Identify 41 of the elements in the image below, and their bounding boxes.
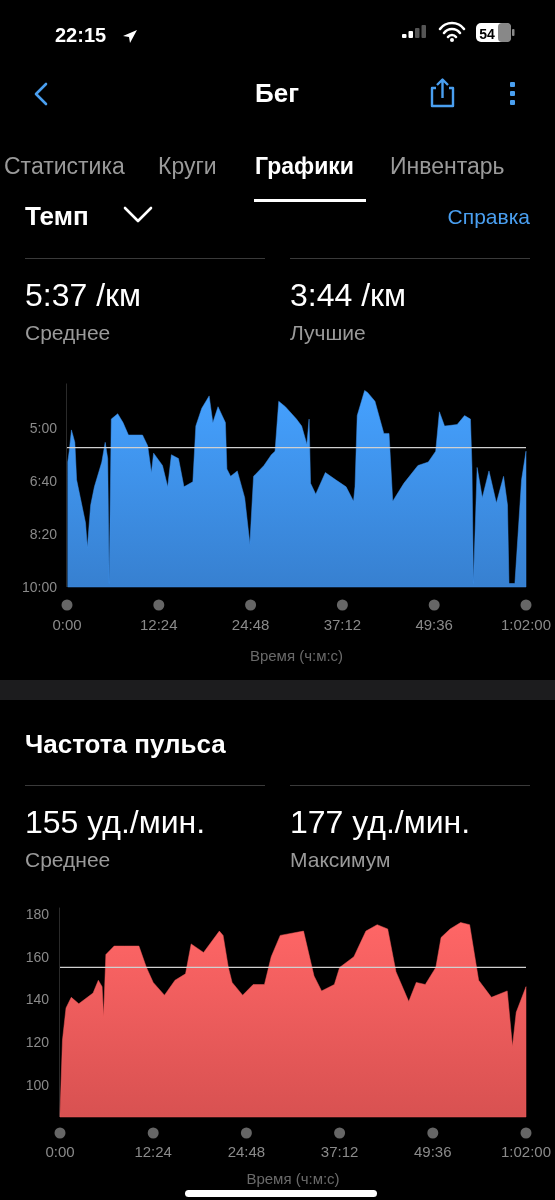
text: 177 уд./мин. (290, 804, 471, 840)
text: 3:44 /км (290, 277, 407, 313)
x-tick-label: 0:00 (52, 616, 82, 633)
y-tick-label: 120 (25, 1034, 50, 1051)
text: Справка (447, 205, 531, 228)
x-tick-label: 49:36 (415, 616, 453, 633)
y-tick-label: 100 (25, 1076, 50, 1093)
chart-title: Темп (25, 201, 89, 231)
text: Среднее (25, 321, 111, 344)
x-tick-label: 24:48 (227, 1143, 266, 1160)
x-tick-label: 1:02:00 (500, 1143, 552, 1160)
y-tick-label: 10:00 (21, 578, 58, 595)
text: 54 (479, 26, 495, 42)
y-tick-label: 5:00 (29, 419, 58, 436)
y-tick-label: 140 (25, 991, 50, 1008)
text: Круги (158, 153, 217, 179)
text: Максимум (290, 848, 391, 871)
text: Графики (255, 153, 354, 179)
x-tick-label: 49:36 (414, 1143, 452, 1160)
text: 22:15 (55, 24, 107, 46)
text: Бег (255, 78, 300, 108)
text: Среднее (25, 848, 111, 871)
y-tick-label: 6:40 (29, 472, 58, 489)
x-tick-label: 0:00 (45, 1143, 75, 1160)
y-tick-label: 8:20 (29, 525, 58, 542)
y-tick-label: 180 (25, 905, 50, 922)
x-tick-label: 1:02:00 (500, 616, 552, 633)
text: Инвентарь (390, 153, 505, 179)
x-axis-title: Время (ч:м:с) (246, 1170, 340, 1187)
text: 5:37 /км (25, 277, 142, 313)
x-axis-title: Время (ч:м:с) (249, 647, 344, 664)
x-tick-label: 12:24 (134, 1143, 172, 1160)
text: 155 уд./мин. (25, 804, 206, 840)
y-tick-label: 160 (25, 948, 50, 965)
x-tick-label: 24:48 (231, 616, 270, 633)
x-tick-label: 12:24 (140, 616, 178, 633)
text: Лучшие (290, 321, 366, 344)
x-tick-label: 37:12 (323, 616, 362, 633)
text: Статистика (4, 153, 125, 179)
chart-title: Частота пульса (25, 729, 227, 759)
x-tick-label: 37:12 (320, 1143, 359, 1160)
